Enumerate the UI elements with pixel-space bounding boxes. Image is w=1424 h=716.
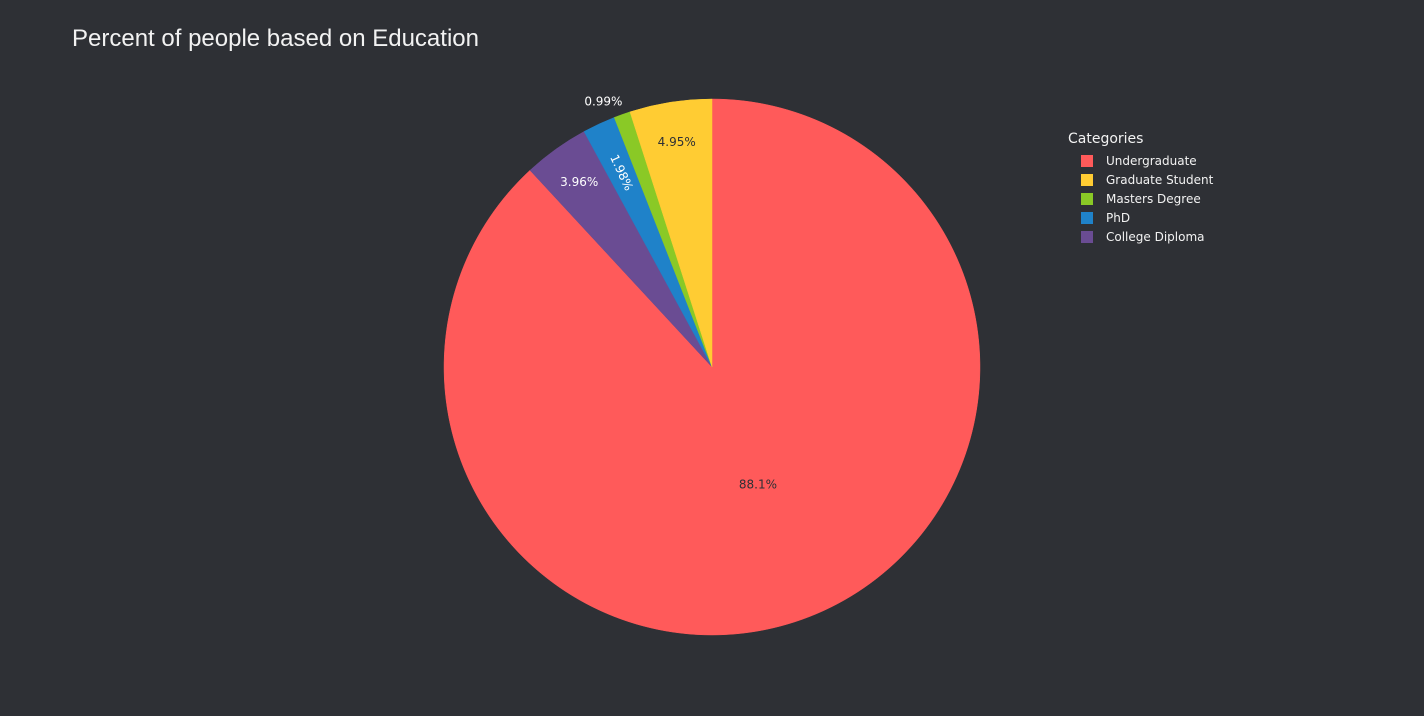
legend-swatch-college-diploma: [1081, 230, 1093, 243]
legend-item-graduate-student[interactable]: Graduate Student: [1068, 170, 1213, 189]
legend-item-phd[interactable]: PhD: [1068, 208, 1213, 227]
legend-label-phd: PhD: [1106, 210, 1131, 225]
legend-swatch-graduate-student: [1081, 173, 1093, 186]
legend-label-undergraduate: Undergraduate: [1106, 153, 1197, 168]
legend-swatch-masters-degree: [1081, 192, 1093, 205]
legend-label-graduate-student: Graduate Student: [1106, 172, 1214, 187]
slice-label-graduate-student: 4.95%: [658, 135, 696, 149]
slice-label-masters-degree: 0.99%: [584, 94, 622, 108]
legend: Categories Undergraduate Graduate Student…: [1068, 131, 1213, 246]
legend-items: Undergraduate Graduate Student Masters Deg…: [1068, 151, 1213, 246]
slice-label-college-diploma: 3.96%: [560, 175, 598, 189]
legend-item-undergraduate[interactable]: Undergraduate: [1068, 151, 1213, 170]
pie-slice-graduate-student[interactable]: [629, 98, 713, 368]
legend-item-college-diploma[interactable]: College Diploma: [1068, 227, 1213, 246]
legend-swatch-phd: [1081, 211, 1093, 224]
legend-title: Categories: [1068, 131, 1144, 147]
legend-item-masters-degree[interactable]: Masters Degree: [1068, 189, 1213, 208]
chart-title: Percent of people based on Education: [72, 25, 479, 52]
legend-swatch-undergraduate: [1081, 154, 1093, 167]
slice-label-undergraduate: 88.1%: [739, 477, 777, 491]
legend-label-masters-degree: Masters Degree: [1106, 191, 1201, 206]
legend-label-college-diploma: College Diploma: [1106, 229, 1205, 244]
